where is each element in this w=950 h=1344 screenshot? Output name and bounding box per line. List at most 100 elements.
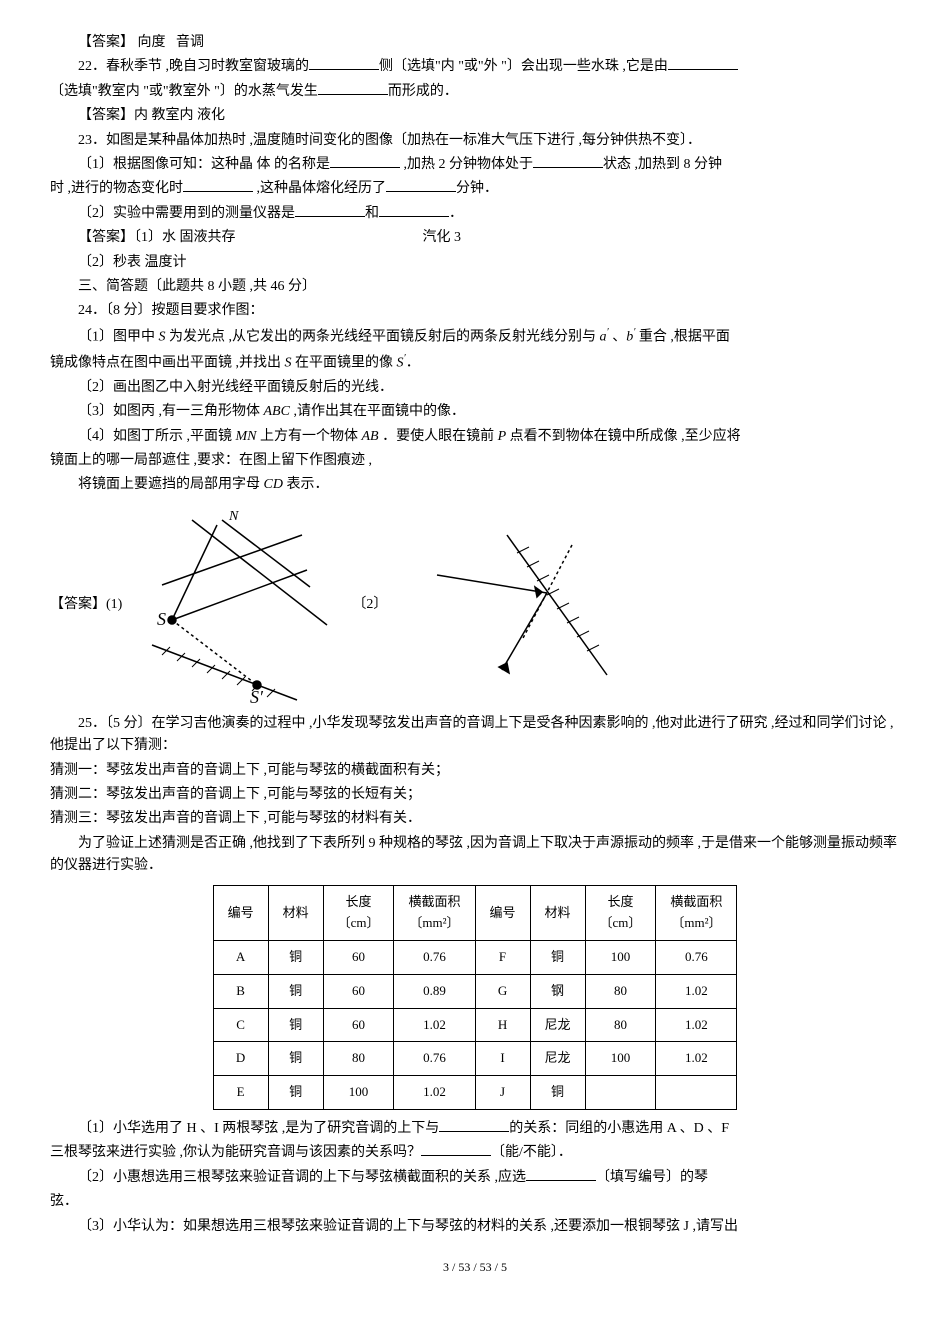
var-mn: MN [236,429,257,444]
t: 和 [365,206,379,221]
q22-line2: 〔选填"教室内 "或"教室外 "〕的水蒸气发生而形成的． [50,81,900,103]
blank [526,1167,596,1181]
th-area2: 横截面积〔mm²〕 [656,886,737,941]
q25-g2: 猜测二：琴弦发出声音的音调上下 ,可能与琴弦的长短有关； [50,784,900,806]
section3: 三、简答题〔此题共 8 小题 ,共 46 分〕 [50,276,900,298]
th-id: 编号 [213,886,268,941]
blank [379,203,449,217]
t: 时 ,进行的物态变化时 [50,181,183,196]
t: 分钟． [456,181,498,196]
cell: A [213,941,268,975]
q23-p1: 〔1〕根据图像可知：这种晶 体 的名称是 ,加热 2 分钟物体处于 状态 ,加热到… [50,154,900,176]
cell: I [475,1042,530,1076]
cell: J [475,1076,530,1110]
var-ab: AB [362,429,379,444]
t: 镜成像特点在图中画出平面镜 ,并找出 [50,355,285,370]
cell: 尼龙 [530,1042,585,1076]
q21-a1: 向度 [138,35,166,50]
cell: 铜 [530,941,585,975]
q22-line1: 22．春秋季节 ,晚自习时教室窗玻璃的侧〔选填"内 "或"外 "〕会出现一些水珠… [50,56,900,78]
q25-verify: 为了验证上述猜测是否正确 ,他找到了下表所列 9 种规格的琴弦 ,因为音调上下取… [50,833,900,878]
q22-answer: 【答案】内 教室内 液化 [50,105,900,127]
t: 〔填写编号〕的琴 [596,1170,708,1185]
t: 【答案】〔1〕水 固液共存 [78,230,236,245]
blank [309,56,379,70]
q24-ans-label: 【答案】(1) [50,594,122,616]
cell: E [213,1076,268,1110]
q22-t2: 侧〔选填"内 "或"外 "〕会出现一些水珠 ,它是由 [379,59,668,74]
q24-p4e: 镜面上的哪一局部遮住 ,要求：在图上留下作图痕迹 , [50,450,900,472]
th-len: 长度〔cm〕 [323,886,394,941]
t: 、 [609,329,627,344]
q24-p4f: 将镜面上要遮挡的局部用字母 CD 表示． [50,474,900,496]
q25-g3: 猜测三：琴弦发出声音的音调上下 ,可能与琴弦的材料有关． [50,808,900,830]
cell: 100 [323,1076,394,1110]
t: 将镜面上要遮挡的局部用字母 [78,477,264,492]
th-len2: 长度〔cm〕 [585,886,656,941]
cell: F [475,941,530,975]
q23-p1b: 时 ,进行的物态变化时 ,这种晶体熔化经历了 分钟． [50,178,900,200]
q24-p1: 〔1〕图甲中 S 为发光点 ,从它发出的两条光线经平面镜反射后的两条反射光线分别… [50,325,900,349]
t: 为发光点 ,从它发出的两条光线经平面镜反射后的两条反射光线分别与 [166,329,600,344]
cell [585,1076,656,1110]
t: ,这种晶体熔化经历了 [253,181,386,196]
table-row: B铜600.89 G钢801.02 [213,974,737,1008]
cell: 1.02 [394,1008,475,1042]
q21-a2: 音调 [176,35,204,50]
q25-intro: 25．〔5 分〕在学习吉他演奏的过程中 ,小华发现琴弦发出声音的音调上下是受各种… [50,713,900,758]
cell: 80 [585,974,656,1008]
blank [533,154,603,168]
table-row: A铜600.76 F铜1000.76 [213,941,737,975]
var-a: a [600,329,607,344]
t: 〔4〕如图丁所示 ,平面镜 [78,429,236,444]
cell: 铜 [268,1042,323,1076]
cell: 1.02 [656,1008,737,1042]
cell: 100 [585,941,656,975]
q21-answer: 【答案】 向度 音调 [50,32,900,54]
var-S: S [285,355,292,370]
blank [330,154,400,168]
cell: 100 [585,1042,656,1076]
cell: 80 [585,1008,656,1042]
q25-table: 编号 材料 长度〔cm〕 横截面积〔mm²〕 编号 材料 长度〔cm〕 横截面积… [213,885,738,1110]
q24-figures: 【答案】(1) S S′ N 〔2〕 [50,505,900,705]
q24-ans2-label: 〔2〕 [352,594,387,616]
cell: 铜 [530,1076,585,1110]
t: 〔1〕根据图像可知：这种晶 体 的名称是 [78,157,330,172]
q23-ans1: 【答案】〔1〕水 固液共存 汽化 3 [50,227,900,249]
t: ． [406,355,420,370]
q25-p3: 〔3〕小华认为：如果想选用三根琴弦来验证音调的上下与琴弦的材料的关系 ,还要添加… [50,1216,900,1238]
cell: 60 [323,941,394,975]
cell: 0.89 [394,974,475,1008]
blank [439,1118,509,1132]
t: 在平面镜里的像 [292,355,397,370]
q22-t4: 而形成的． [388,84,458,99]
svg-text:N: N [228,509,239,524]
cell: 铜 [268,1076,323,1110]
t: 〔1〕小华选用了 H 、I 两根琴弦 ,是为了研究音调的上下与 [78,1121,439,1136]
t: 上方有一个物体 [257,429,362,444]
q24-p4: 〔4〕如图丁所示 ,平面镜 MN 上方有一个物体 AB ．要使人眼在镜前 P 点… [50,426,900,448]
t: 点看不到物体在镜中所成像 ,至少应将 [506,429,741,444]
answer-label: 【答案】 [78,35,134,50]
figure-mirror-2 [407,515,647,695]
cell: 60 [323,1008,394,1042]
t: 三根琴弦来进行实验 ,你认为能研究音调与该因素的关系吗？ [50,1145,421,1160]
table-row: C铜601.02 H尼龙801.02 [213,1008,737,1042]
q23-intro: 23．如图是某种晶体加热时 ,温度随时间变化的图像〔加热在一标准大气压下进行 ,… [50,130,900,152]
t: ,请作出其在平面镜中的像． [290,404,465,419]
table-row: E铜1001.02 J铜 [213,1076,737,1110]
var-Sp: S [397,355,404,370]
t: 状态 ,加热到 8 分钟 [603,157,722,172]
t: ． [449,206,463,221]
t: ,加热 2 分钟物体处于 [400,157,533,172]
th-mat: 材料 [268,886,323,941]
q25-g1: 猜测一：琴弦发出声音的音调上下 ,可能与琴弦的横截面积有关； [50,760,900,782]
q24-head: 24．〔8 分〕按题目要求作图： [50,300,900,322]
q25-p1: 〔1〕小华选用了 H 、I 两根琴弦 ,是为了研究音调的上下与 的关系：同组的小惠… [50,1118,900,1140]
q25-p2c: 弦． [50,1191,900,1213]
t: 的关系：同组的小惠选用 A 、D 、F [509,1121,729,1136]
q25-p1c: 三根琴弦来进行实验 ,你认为能研究音调与该因素的关系吗？〔能/不能〕． [50,1142,900,1164]
cell: B [213,974,268,1008]
var-p: P [498,429,507,444]
